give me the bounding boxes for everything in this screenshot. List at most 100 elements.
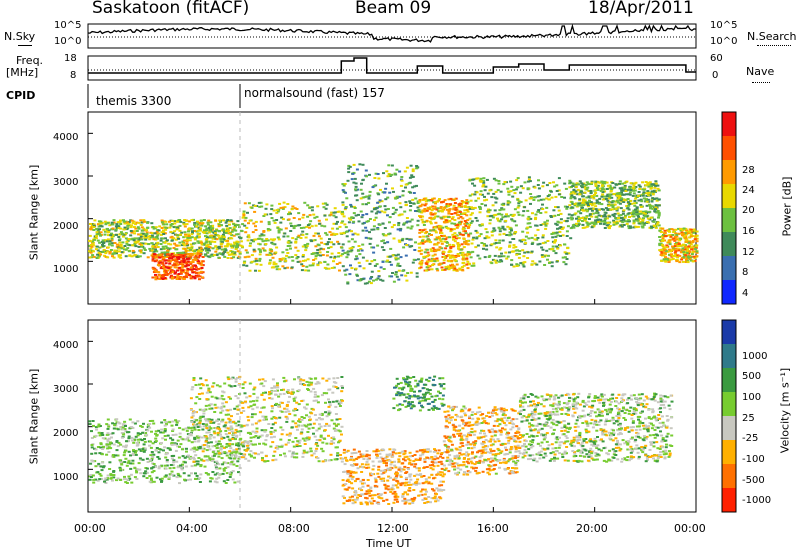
power-mark	[422, 210, 426, 213]
power-mark	[672, 255, 676, 258]
power-mark	[579, 204, 583, 207]
power-mark	[688, 230, 692, 233]
velocity-mark	[217, 418, 221, 421]
velocity-mark	[171, 420, 175, 423]
power-mark	[639, 205, 643, 208]
power-mark	[139, 224, 143, 226]
power-mark	[408, 245, 412, 248]
velocity-mark	[189, 432, 193, 435]
power-mark	[463, 222, 467, 225]
power-mark	[304, 259, 307, 262]
power-mark	[615, 220, 619, 223]
power-mark	[466, 243, 470, 246]
power-mark	[569, 237, 573, 240]
power-mark	[466, 227, 470, 229]
power-mark	[411, 168, 415, 171]
power-mark	[372, 228, 376, 231]
velocity-mark	[247, 406, 251, 409]
power-mark	[292, 225, 296, 228]
power-mark	[632, 209, 636, 212]
power-mark	[102, 242, 105, 244]
power-mark	[418, 250, 422, 253]
velocity-mark	[264, 439, 268, 442]
power-mark	[290, 266, 294, 269]
power-mark	[185, 240, 189, 243]
power-mark	[482, 184, 486, 186]
power-mark	[447, 265, 450, 268]
power-mark	[523, 261, 527, 264]
velocity-mark	[291, 451, 295, 454]
velocity-colorbar-swatch-5	[722, 440, 736, 464]
power-mark	[678, 254, 682, 257]
power-mark	[91, 254, 95, 257]
power-mark	[117, 227, 121, 229]
power-mark	[501, 216, 505, 219]
velocity-ytick-3000: 3000	[53, 384, 79, 395]
power-mark	[564, 187, 568, 190]
power-mark	[447, 212, 451, 215]
power-mark	[457, 244, 461, 247]
power-mark	[433, 226, 437, 229]
power-mark	[653, 186, 657, 189]
velocity-mark	[320, 414, 324, 416]
power-mark	[392, 224, 396, 226]
power-mark	[98, 241, 102, 244]
velocity-mark	[134, 449, 138, 452]
power-mark	[469, 222, 473, 224]
power-mark	[217, 223, 221, 226]
velocity-mark	[90, 430, 93, 433]
power-mark	[359, 210, 363, 213]
power-mark	[610, 201, 614, 204]
power-mark	[175, 257, 179, 260]
power-mark	[414, 197, 418, 200]
power-mark	[684, 239, 688, 242]
power-mark	[266, 229, 270, 232]
power-mark	[608, 225, 612, 227]
power-mark	[316, 232, 320, 235]
power-mark	[178, 224, 182, 227]
power-mark	[347, 240, 351, 243]
power-mark	[159, 248, 163, 251]
velocity-mark	[169, 437, 173, 440]
power-mark	[619, 187, 623, 190]
velocity-mark	[204, 418, 207, 421]
power-mark	[208, 226, 212, 229]
velocity-mark	[143, 438, 146, 440]
power-mark	[176, 220, 180, 223]
power-mark	[460, 200, 464, 202]
velocity-mark	[127, 450, 131, 453]
power-mark	[643, 187, 647, 190]
power-mark	[500, 207, 504, 210]
power-mark	[673, 245, 677, 248]
power-mark	[646, 221, 650, 224]
power-mark	[382, 191, 386, 194]
power-mark	[688, 240, 691, 243]
power-mark	[93, 238, 97, 241]
power-mark	[431, 247, 435, 250]
velocity-mark	[171, 428, 175, 431]
power-mark	[336, 240, 340, 243]
power-mark	[682, 255, 686, 258]
velocity-mark	[220, 420, 223, 423]
power-mark	[278, 260, 282, 263]
power-mark	[600, 195, 604, 198]
power-mark	[329, 213, 333, 216]
power-mark	[654, 226, 658, 229]
power-mark	[649, 207, 652, 210]
power-mark	[521, 261, 525, 264]
power-mark	[289, 241, 293, 244]
power-mark	[449, 246, 453, 248]
power-mark	[497, 180, 501, 182]
power-mark	[199, 250, 203, 253]
power-mark	[646, 217, 650, 220]
velocity-mark	[163, 429, 167, 432]
power-mark	[601, 191, 605, 193]
power-mark	[695, 230, 699, 233]
power-mark	[380, 210, 384, 213]
power-mark	[215, 254, 219, 256]
power-mark	[180, 256, 184, 259]
power-mark	[667, 260, 671, 263]
power-mark	[142, 219, 146, 222]
power-mark	[265, 238, 269, 240]
power-mark	[243, 260, 247, 263]
